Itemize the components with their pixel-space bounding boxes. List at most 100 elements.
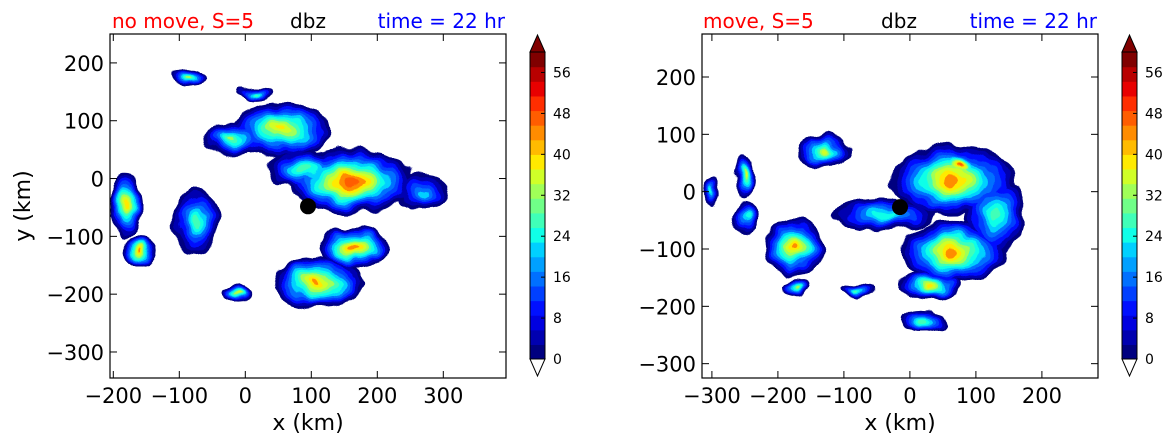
contour-fill-level-36 bbox=[743, 175, 746, 180]
colorbar-tick-label: 48 bbox=[553, 106, 571, 122]
colorbar-segment bbox=[1122, 125, 1137, 141]
colorbar-segment bbox=[1122, 212, 1137, 229]
right-panel: move, S=5 dbz time = 22 hr −300 −200 −100 0… bbox=[638, 9, 1163, 436]
colorbar-tick-label: 8 bbox=[553, 311, 562, 327]
y-tick-label: −100 bbox=[638, 238, 696, 262]
colorbar-segment bbox=[1122, 110, 1137, 126]
colorbar-segment bbox=[530, 66, 545, 82]
contour-fill-level-28 bbox=[991, 209, 1000, 220]
colorbar-segment bbox=[1122, 344, 1137, 360]
contour-fill-level-36 bbox=[820, 149, 828, 154]
left-y-axis-label: y (km) bbox=[11, 170, 36, 241]
colorbar-segment bbox=[530, 139, 545, 155]
colorbar-segment bbox=[530, 227, 545, 243]
colorbar-tick-label: 56 bbox=[553, 65, 571, 81]
colorbar-frame bbox=[529, 51, 546, 360]
colorbar-segment bbox=[1122, 139, 1137, 155]
contour-fill-level-24 bbox=[872, 211, 895, 218]
colorbar-tick-label: 24 bbox=[1145, 229, 1163, 245]
colorbar-segment bbox=[530, 52, 545, 68]
colorbar-segment bbox=[530, 125, 545, 141]
left-contour-field bbox=[110, 68, 450, 309]
colorbar-segment bbox=[1122, 52, 1137, 68]
colorbar-extend-max bbox=[1121, 33, 1138, 53]
right-contour-field bbox=[703, 134, 1026, 331]
colorbar-tick-label: 32 bbox=[1145, 188, 1163, 204]
colorbar-tick-label: 16 bbox=[553, 270, 571, 286]
contour-fill-level-40 bbox=[277, 126, 287, 132]
contour-fill-level-28 bbox=[253, 91, 258, 94]
right-title-variable: dbz bbox=[881, 9, 917, 33]
colorbar-segment bbox=[1122, 227, 1137, 243]
colorbar-segment bbox=[1122, 66, 1137, 82]
left-marker-layer bbox=[300, 198, 316, 215]
colorbar-segment bbox=[530, 344, 545, 360]
contour-fill-level-28 bbox=[919, 318, 928, 323]
contour-fill-level-44 bbox=[138, 249, 142, 253]
colorbar-segment bbox=[1122, 242, 1137, 258]
x-tick-label: 200 bbox=[1022, 384, 1062, 408]
x-tick-label: −300 bbox=[683, 384, 741, 408]
x-tick-label: −100 bbox=[815, 384, 873, 408]
colorbar-tick-label: 40 bbox=[553, 147, 571, 163]
colorbar-tick-label: 0 bbox=[1145, 352, 1154, 368]
colorbar-tick-label: 32 bbox=[553, 188, 571, 204]
colorbar-segment bbox=[1122, 300, 1137, 316]
right-x-axis-label: x (km) bbox=[864, 411, 935, 436]
colorbar-segment bbox=[1122, 329, 1137, 345]
colorbar-segment bbox=[1122, 256, 1137, 272]
contour-fill-level-40 bbox=[124, 200, 129, 209]
left-x-axis-label: x (km) bbox=[272, 411, 343, 436]
colorbar-segment bbox=[530, 81, 545, 97]
contour-fill-level-36 bbox=[237, 293, 241, 296]
colorbar-segment bbox=[1122, 285, 1137, 302]
colorbar-segment bbox=[530, 183, 545, 199]
contour-fill-level-40 bbox=[927, 284, 933, 288]
colorbar-tick-label: 0 bbox=[553, 352, 562, 368]
contour-fill-level-28 bbox=[298, 166, 312, 174]
colorbar-segment bbox=[530, 95, 545, 112]
colorbar-segment bbox=[530, 242, 545, 258]
y-tick-label: −300 bbox=[46, 341, 104, 365]
left-x-axis: −200 −100 0 100 200 300 bbox=[84, 34, 463, 408]
colorbar-segment bbox=[1122, 271, 1137, 287]
right-y-axis: 200 100 0 −100 −200 −300 bbox=[638, 66, 1098, 377]
colorbar-tick-label: 48 bbox=[1145, 106, 1163, 122]
contour-fill-level-28 bbox=[855, 288, 860, 291]
left-panel: no move, S=5 dbz time = 22 hr −200 −100 0 1… bbox=[11, 9, 571, 436]
y-tick-label: 200 bbox=[656, 66, 696, 90]
left-plot-frame bbox=[109, 33, 507, 379]
colorbar-segment bbox=[1122, 183, 1137, 199]
x-tick-label: 0 bbox=[239, 384, 252, 408]
contour-fill-level-32 bbox=[228, 136, 236, 140]
right-marker-layer bbox=[892, 199, 908, 216]
contour-fill-level-24 bbox=[742, 214, 748, 221]
contour-fill-level-24 bbox=[710, 189, 714, 194]
colorbar-extend-min bbox=[529, 358, 546, 378]
colorbar-segment bbox=[530, 110, 545, 126]
left-title-time: time = 22 hr bbox=[378, 9, 506, 33]
colorbar-extend-min bbox=[1121, 358, 1138, 378]
contour-fill-level-44 bbox=[791, 243, 797, 249]
right-title-time: time = 22 hr bbox=[970, 9, 1098, 33]
contour-layer bbox=[703, 134, 1026, 331]
y-tick-label: −200 bbox=[638, 295, 696, 319]
contour-fill-level-44 bbox=[945, 176, 961, 185]
colorbar-segment bbox=[1122, 168, 1137, 185]
x-tick-label: 100 bbox=[291, 384, 331, 408]
left-y-axis: 200 100 0 −100 −200 −300 bbox=[46, 52, 506, 365]
contour-fill-level-44 bbox=[314, 280, 322, 285]
x-tick-label: 100 bbox=[956, 384, 996, 408]
x-tick-label: −200 bbox=[84, 384, 142, 408]
colorbar-segment bbox=[530, 256, 545, 272]
colorbar-tick-label: 40 bbox=[1145, 147, 1163, 163]
colorbar-segment bbox=[530, 285, 545, 302]
colorbar-segment bbox=[530, 212, 545, 229]
colorbar-segment bbox=[1122, 81, 1137, 97]
colorbar-segment bbox=[530, 168, 545, 185]
contour-fill-level-48 bbox=[343, 177, 358, 185]
right-x-axis: −300 −200 −100 0 100 200 bbox=[683, 34, 1062, 408]
colorbar-segment bbox=[530, 300, 545, 316]
right-title-case: move, S=5 bbox=[703, 9, 814, 33]
